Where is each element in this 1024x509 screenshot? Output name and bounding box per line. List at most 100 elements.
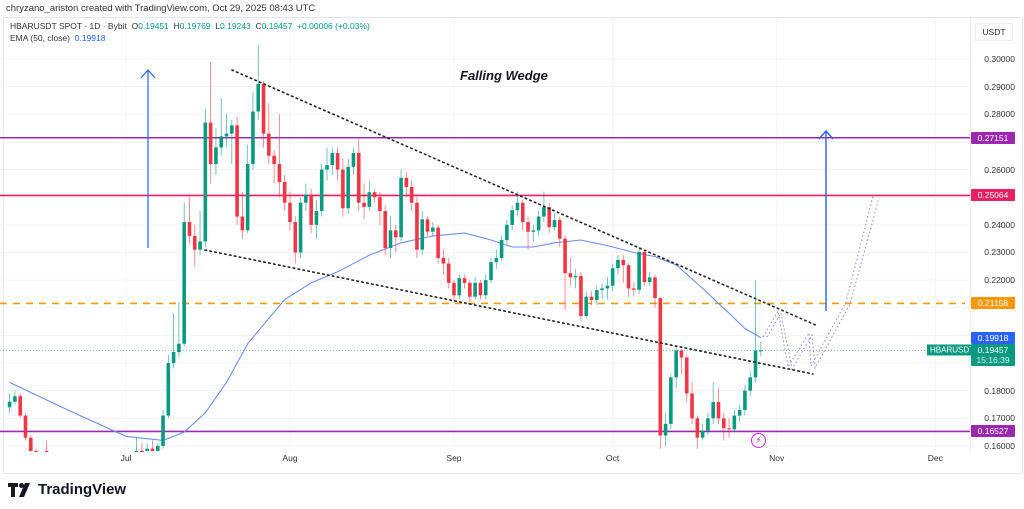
candle-body [616,259,620,269]
ema-row[interactable]: EMA (50, close) 0.19918 [10,32,370,44]
falling-wedge-label[interactable]: Falling Wedge [460,68,548,83]
candle [600,282,604,300]
candle [616,255,620,275]
candle [362,183,366,220]
candle [272,150,276,184]
candle-body [737,410,742,416]
candle-body [557,220,562,239]
candle-body [515,202,520,211]
candle [526,216,530,250]
candle-body [44,451,49,452]
candle [341,158,345,217]
candle [251,92,255,170]
candle [499,235,504,261]
candle-body [298,202,303,253]
candle [298,197,303,259]
candle-body [208,122,213,165]
candle [351,147,356,176]
candle-body [621,259,626,266]
creator-line: chryzano_ariston created with TradingVie… [6,3,316,14]
candle [28,434,33,451]
candle [261,81,266,148]
candle-body [28,437,33,451]
candle [267,103,271,165]
candle [431,222,435,236]
candle [282,175,287,212]
level-tag: 0.27151 [971,131,1015,144]
candle [536,211,541,236]
price-tick: 0.28000 [984,109,1015,120]
grid-lines [0,18,970,451]
candle [748,371,753,397]
candle [547,202,551,234]
right-arrow-icon[interactable] [818,129,834,311]
lightning-icon[interactable]: ⚡︎ [751,433,766,448]
left-arrow-icon[interactable] [140,69,156,248]
candle [256,45,261,120]
candle-body [589,296,594,301]
candle-body [383,211,388,249]
candle [642,249,647,286]
price-tick: 0.29000 [984,81,1015,92]
candle-body [277,164,282,182]
candle [420,211,425,256]
candle [230,119,234,165]
candle [177,302,181,358]
candle-body [346,166,350,209]
candle [632,282,636,297]
candle [579,271,583,322]
ema-label: EMA (50, close) [10,33,70,43]
candle [573,269,578,289]
candle-body [272,155,276,165]
currency-button[interactable]: USDT [975,23,1013,41]
price-tick: 0.26000 [984,164,1015,175]
candle [626,263,631,297]
wedge-lower-trendline[interactable] [204,249,814,375]
candle-body [240,216,245,231]
candle-body [679,350,684,358]
candle-body [134,451,139,452]
symbol-info: HBARUSDT SPOT · 1D · Bybit [10,21,127,31]
tradingview-logo[interactable]: TradingView [8,481,126,498]
candle-body [267,133,271,156]
candle [34,448,38,452]
candle [187,197,192,245]
candle-body [690,393,694,419]
candle [468,280,472,303]
candle [531,224,536,242]
candle-body [182,222,186,344]
candle-body [404,177,409,187]
candle [436,224,440,264]
candle [425,216,430,236]
candle [23,412,28,441]
candle-body [224,133,229,137]
candle-body [494,258,499,263]
candle-body [446,263,451,283]
candle [595,285,599,305]
candle [568,258,573,286]
candle-body [356,152,361,203]
wedge-upper-trendline[interactable] [231,69,819,327]
candle-body [684,357,689,394]
candle-body [367,192,372,207]
candle-body [743,390,747,411]
candle-body [505,224,509,241]
candle-body [388,230,393,249]
candle [378,191,382,225]
candle-body [457,278,462,296]
candle [695,415,700,449]
candle [325,147,329,181]
candle-body [420,219,425,250]
projection-path[interactable] [762,195,880,371]
candle-body [304,194,308,203]
candle-body [653,277,657,299]
candle-body [34,451,38,452]
candle-body [669,377,673,424]
candle [393,224,398,253]
candle [679,349,684,375]
candle-body [732,415,737,430]
candle-body [478,282,483,296]
price-tick: 0.22000 [984,275,1015,286]
level-tag: 0.25064 [971,189,1015,202]
